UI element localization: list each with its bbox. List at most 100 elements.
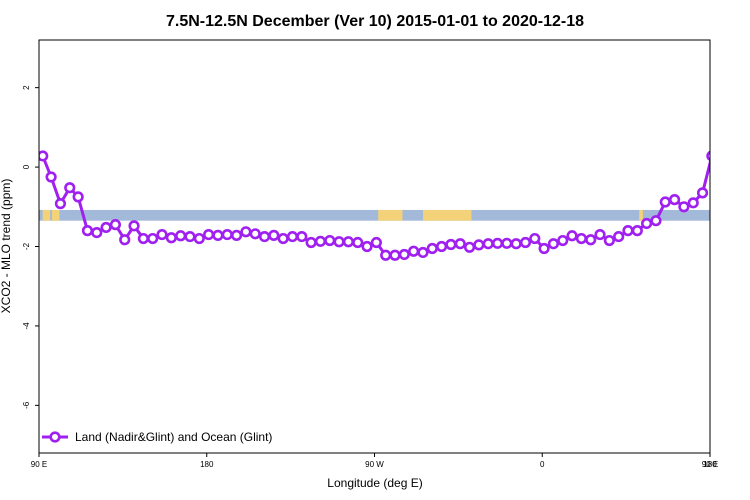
data-point-57 bbox=[566, 230, 578, 242]
data-point-64 bbox=[631, 225, 643, 237]
data-point-76 bbox=[745, 193, 750, 202]
data-point-41 bbox=[417, 246, 429, 259]
x-tick-label-3: 0 bbox=[540, 460, 545, 469]
data-point-31 bbox=[324, 234, 336, 247]
data-point-34 bbox=[352, 236, 364, 249]
data-point-24 bbox=[258, 230, 271, 243]
data-point-66 bbox=[650, 215, 662, 227]
land-span-0 bbox=[42, 209, 51, 221]
data-point-26 bbox=[277, 232, 289, 245]
data-point-48 bbox=[482, 238, 494, 250]
data-point-13 bbox=[156, 228, 168, 241]
data-point-36 bbox=[370, 236, 382, 249]
data-point-67 bbox=[659, 196, 671, 208]
x-tick-label-5: 180 bbox=[703, 460, 717, 469]
data-point-59 bbox=[585, 234, 597, 246]
series-clip-group bbox=[39, 150, 750, 261]
data-point-49 bbox=[491, 237, 504, 249]
data-point-25 bbox=[268, 229, 280, 241]
data-point-38 bbox=[389, 249, 401, 261]
land-span-4 bbox=[639, 209, 643, 221]
data-point-72 bbox=[706, 150, 710, 162]
data-point-43 bbox=[436, 240, 448, 253]
data-point-27 bbox=[286, 230, 299, 243]
data-point-14 bbox=[165, 232, 177, 244]
data-point-50 bbox=[501, 237, 513, 249]
data-point-70 bbox=[687, 197, 699, 209]
data-point-22 bbox=[240, 226, 252, 238]
data-point-29 bbox=[305, 236, 317, 249]
x-axis-label: Longitude (deg E) bbox=[327, 476, 422, 490]
data-point-63 bbox=[622, 225, 634, 237]
data-point-75 bbox=[736, 183, 745, 192]
y-tick-label-0: 2 bbox=[22, 85, 31, 90]
data-point-35 bbox=[361, 240, 373, 253]
x-tick-label-4: 90 E bbox=[702, 460, 718, 469]
data-point-11 bbox=[137, 232, 149, 245]
data-point-28 bbox=[296, 230, 308, 243]
land-span-1 bbox=[52, 209, 60, 221]
data-point-15 bbox=[175, 230, 187, 242]
data-point-68 bbox=[668, 194, 681, 206]
data-point-20 bbox=[221, 228, 233, 241]
legend-marker-swatch bbox=[49, 431, 61, 443]
x-tick-label-1: 180 bbox=[200, 460, 214, 469]
data-point-61 bbox=[603, 234, 615, 247]
series-layer bbox=[39, 150, 750, 261]
data-point-51 bbox=[510, 238, 522, 250]
land-ocean-band bbox=[39, 209, 710, 221]
data-point-47 bbox=[473, 239, 485, 251]
data-point-69 bbox=[678, 201, 690, 213]
data-point-33 bbox=[342, 236, 355, 248]
data-point-17 bbox=[193, 232, 205, 245]
y-tick-label-1: 0 bbox=[22, 164, 31, 169]
data-point-74 bbox=[726, 199, 735, 208]
y-tick-label-4: -6 bbox=[22, 401, 31, 409]
data-point-12 bbox=[147, 232, 159, 245]
data-point-16 bbox=[184, 230, 196, 243]
data-point-37 bbox=[380, 249, 392, 261]
data-point-7 bbox=[100, 221, 112, 234]
data-point-65 bbox=[641, 217, 653, 230]
data-point-9 bbox=[119, 234, 131, 246]
ocean-band bbox=[39, 209, 710, 221]
data-point-19 bbox=[212, 229, 224, 241]
chart-title: 7.5N-12.5N December (Ver 10) 2015-01-01 … bbox=[166, 13, 584, 30]
data-point-0 bbox=[39, 150, 49, 162]
data-point-62 bbox=[613, 230, 625, 243]
data-point-56 bbox=[557, 234, 569, 247]
data-point-23 bbox=[249, 228, 261, 240]
y-tick-label-3: -4 bbox=[22, 322, 31, 330]
data-point-53 bbox=[529, 232, 541, 245]
data-point-45 bbox=[454, 238, 466, 250]
data-point-5 bbox=[81, 225, 94, 237]
data-point-6 bbox=[91, 227, 103, 239]
data-point-60 bbox=[594, 228, 606, 241]
data-point-32 bbox=[333, 236, 345, 248]
data-point-39 bbox=[398, 248, 410, 261]
data-point-52 bbox=[519, 236, 532, 249]
y-axis-label: XCO2 - MLO trend (ppm) bbox=[0, 179, 13, 314]
data-point-4 bbox=[72, 191, 84, 203]
data-point-8 bbox=[109, 219, 122, 231]
data-point-46 bbox=[463, 241, 476, 253]
data-point-55 bbox=[547, 238, 560, 250]
data-point-40 bbox=[408, 245, 420, 257]
data-point-58 bbox=[575, 232, 587, 245]
x-tick-label-2: 90 W bbox=[365, 460, 384, 469]
data-point-18 bbox=[203, 228, 215, 241]
data-point-1 bbox=[45, 171, 57, 183]
x-tick-label-0: 90 E bbox=[31, 460, 47, 469]
data-point-2 bbox=[54, 198, 67, 210]
data-point-10 bbox=[128, 220, 140, 232]
data-point-30 bbox=[314, 235, 327, 247]
data-point-42 bbox=[426, 242, 438, 255]
data-point-44 bbox=[445, 238, 457, 251]
y-tick-label-2: -2 bbox=[22, 242, 31, 250]
land-span-3 bbox=[422, 209, 472, 221]
data-point-73 bbox=[717, 173, 726, 182]
data-point-21 bbox=[230, 229, 243, 241]
data-point-54 bbox=[538, 242, 550, 255]
